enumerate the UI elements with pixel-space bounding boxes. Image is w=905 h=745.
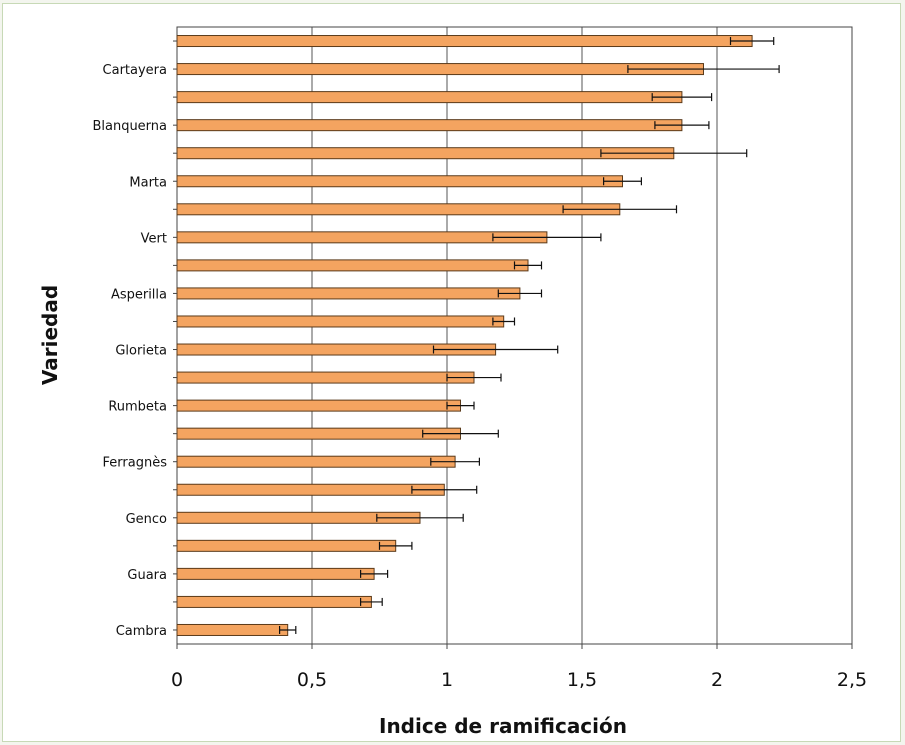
category-label: Guara (127, 568, 167, 583)
x-tick-labels: 0 0,5 1 1,5 2 2,5 (171, 644, 867, 691)
x-tick-label: 1,5 (567, 669, 597, 691)
chart-frame: Cartayera Blanquerna Marta Vert Asperilla Glo… (2, 3, 901, 742)
x-tick-label: 0,5 (297, 669, 327, 691)
bars (176, 35, 753, 636)
bar (176, 595, 372, 608)
bar (176, 35, 753, 48)
category-label: Cartayera (103, 63, 167, 78)
x-tick-label: 0 (171, 669, 183, 691)
bar (176, 371, 475, 384)
x-tick-label: 1 (441, 669, 453, 691)
x-tick-label: 2,5 (837, 669, 867, 691)
category-label: Glorieta (115, 344, 167, 359)
category-label: Vert (141, 231, 167, 246)
category-label: Marta (129, 175, 167, 190)
bar (176, 287, 521, 300)
bar (176, 63, 704, 76)
x-axis-title: Indice de ramificación (379, 714, 627, 738)
bar (176, 175, 623, 188)
error-bars (173, 37, 780, 634)
category-label: Cambra (116, 624, 167, 639)
bar (176, 539, 397, 552)
x-tick-label: 2 (711, 669, 723, 691)
bar (176, 427, 461, 440)
bar (176, 147, 675, 160)
bar (176, 483, 445, 496)
category-label: Rumbeta (108, 400, 167, 415)
bar (176, 623, 289, 636)
bar (176, 399, 461, 412)
bar-chart: Cartayera Blanquerna Marta Vert Asperilla Glo… (38, 26, 867, 738)
category-labels: Cartayera Blanquerna Marta Vert Asperilla Glo… (92, 63, 167, 639)
category-label: Blanquerna (92, 119, 167, 134)
bar (176, 259, 529, 272)
bar (176, 119, 683, 132)
plot-border (176, 26, 853, 645)
bar (176, 315, 505, 328)
y-axis-title: Variedad (38, 285, 62, 385)
bar (176, 231, 548, 244)
bar (176, 455, 456, 468)
bar (176, 91, 683, 104)
category-label: Genco (126, 512, 167, 527)
category-label: Asperilla (111, 287, 167, 302)
bar (176, 567, 375, 580)
category-label: Ferragnès (103, 456, 168, 471)
bar (176, 203, 621, 216)
